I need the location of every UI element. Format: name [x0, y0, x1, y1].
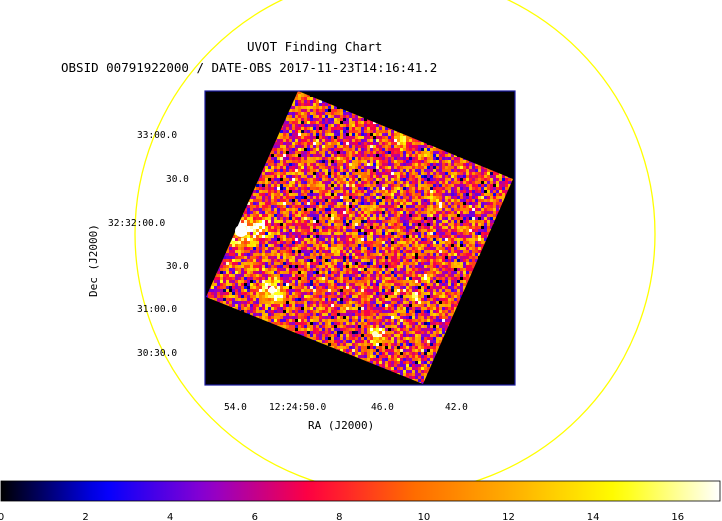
- chart-title: UVOT Finding Chart: [247, 39, 383, 54]
- x-tick-label: 42.0: [445, 402, 468, 413]
- bright-source: [235, 225, 247, 237]
- x-tick-label: 46.0: [371, 402, 394, 413]
- y-tick-label: 33:00.0: [137, 130, 177, 141]
- colorbar-tick-label: 10: [418, 512, 431, 521]
- y-tick-label: 30.0: [166, 261, 189, 272]
- colorbar-tick-label: 8: [336, 512, 342, 521]
- image-panel: [204, 90, 516, 386]
- chart-subtitle: OBSID 00791922000 / DATE-OBS 2017-11-23T…: [61, 60, 438, 75]
- y-tick-label: 30.0: [166, 174, 189, 185]
- colorbar: 0 2 4 6 8 10 12 14 16: [0, 480, 721, 521]
- y-tick-label: 31:00.0: [137, 304, 177, 315]
- y-axis-label: Dec (J2000): [87, 224, 100, 297]
- colorbar-tick-label: 4: [167, 512, 173, 521]
- colorbar-tick-label: 0: [0, 512, 4, 521]
- colorbar-tick-label: 14: [587, 512, 600, 521]
- colorbar-tick-label: 6: [252, 512, 258, 521]
- axis-layer: 54.0 12:24:50.0 46.0 42.0 33:00.0 30.0 32:32:0…: [87, 130, 468, 432]
- bright-source: [268, 286, 276, 294]
- colorbar-tick-label: 16: [671, 512, 684, 521]
- x-axis-label: RA (J2000): [308, 419, 374, 432]
- colorbar-tick-label: 2: [82, 512, 88, 521]
- y-tick-label: 30:30.0: [137, 348, 177, 359]
- bright-source: [372, 331, 378, 337]
- x-tick-label: 54.0: [224, 402, 247, 413]
- image-frame: [204, 90, 516, 386]
- y-tick-label: 32:32:00.0: [108, 218, 165, 229]
- x-tick-label: 12:24:50.0: [269, 402, 326, 413]
- colorbar-tick-label: 12: [502, 512, 515, 521]
- colorbar-gradient: [0, 480, 721, 502]
